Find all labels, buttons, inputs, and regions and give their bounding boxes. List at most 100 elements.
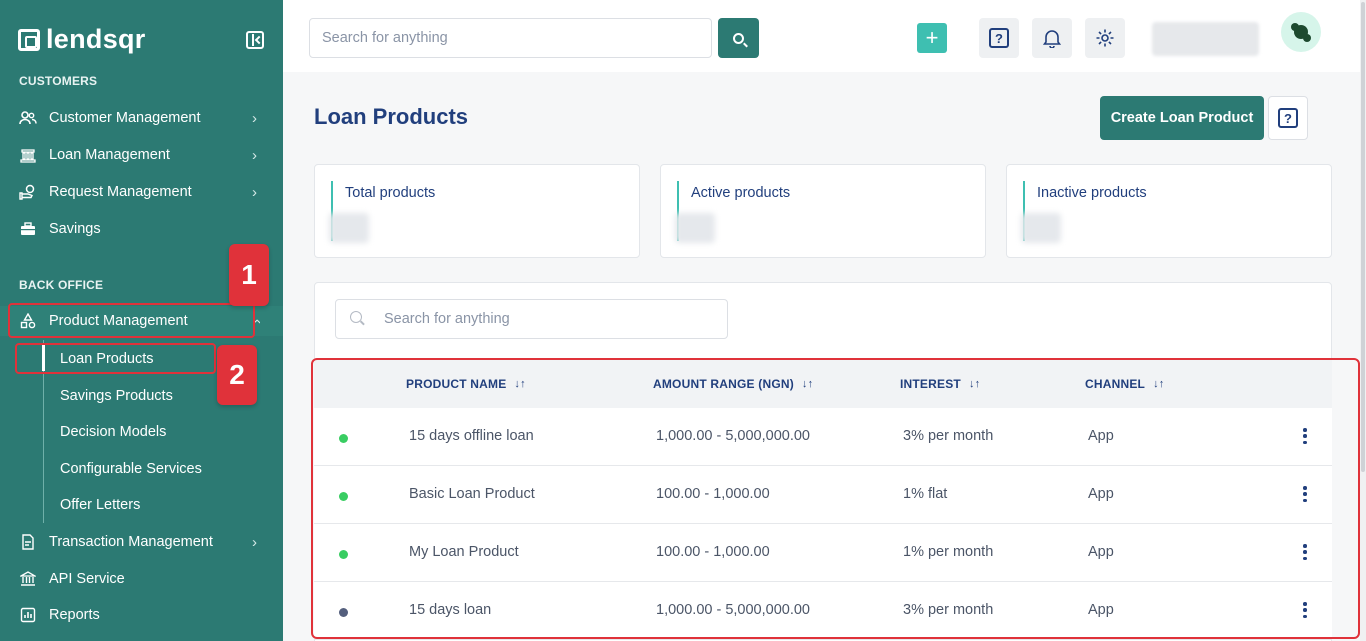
more-options-icon[interactable] bbox=[1300, 426, 1310, 446]
column-label: PRODUCT NAME bbox=[406, 377, 507, 391]
table-row[interactable]: 15 days offline loan 1,000.00 - 5,000,00… bbox=[314, 408, 1332, 466]
status-dot bbox=[339, 434, 348, 443]
chevron-right-icon: › bbox=[252, 109, 257, 127]
column-header-interest[interactable]: INTEREST ↓↑ bbox=[900, 377, 980, 391]
cell-amount-range: 1,000.00 - 5,000,000.00 bbox=[656, 428, 810, 444]
section-label-customers: CUSTOMERS bbox=[19, 74, 98, 88]
scrollbar-thumb[interactable] bbox=[1361, 2, 1365, 472]
table-row[interactable]: Basic Loan Product 100.00 - 1,000.00 1% … bbox=[314, 466, 1332, 524]
bank-building-icon bbox=[19, 570, 37, 588]
sidebar-subitem-offer-letters[interactable]: Offer Letters bbox=[60, 497, 141, 513]
notifications-button[interactable] bbox=[1032, 18, 1072, 58]
sort-icon[interactable]: ↓↑ bbox=[1153, 378, 1165, 390]
sidebar-item-reports[interactable]: Reports bbox=[0, 600, 283, 630]
more-options-icon[interactable] bbox=[1300, 484, 1310, 504]
gear-icon bbox=[1096, 29, 1114, 47]
sidebar-item-product-management[interactable]: Product Management › bbox=[0, 306, 283, 336]
sidebar-item-loan-management[interactable]: Loan Management › bbox=[0, 140, 283, 170]
chart-icon bbox=[19, 606, 37, 624]
help-icon: ? bbox=[1278, 108, 1298, 128]
annotation-badge-1: 1 bbox=[229, 244, 269, 306]
sidebar-item-label: API Service bbox=[49, 571, 125, 587]
sidebar-item-label: Transaction Management bbox=[49, 534, 213, 550]
avatar[interactable] bbox=[1281, 12, 1321, 52]
cell-amount-range: 100.00 - 1,000.00 bbox=[656, 544, 770, 560]
cell-interest: 1% flat bbox=[903, 486, 948, 502]
search-icon bbox=[733, 32, 744, 44]
sort-icon[interactable]: ↓↑ bbox=[968, 378, 981, 390]
sidebar-item-transaction-management[interactable]: Transaction Management › bbox=[0, 527, 283, 557]
stat-accent-bar bbox=[1023, 181, 1025, 241]
sort-icon[interactable]: ↓↑ bbox=[514, 378, 526, 390]
cell-channel: App bbox=[1088, 486, 1114, 502]
help-icon: ? bbox=[989, 28, 1009, 48]
bell-icon bbox=[1043, 30, 1061, 48]
sort-icon[interactable]: ↓↑ bbox=[801, 378, 814, 390]
cell-interest: 3% per month bbox=[903, 602, 994, 618]
column-header-product-name[interactable]: PRODUCT NAME ↓↑ bbox=[406, 377, 526, 391]
annotation-box-loan-products bbox=[15, 343, 216, 374]
sidebar-subitem-loan-products[interactable]: Loan Products bbox=[60, 351, 154, 367]
table-header: PRODUCT NAME ↓↑ AMOUNT RANGE (NGN) ↓↑ INTE… bbox=[314, 360, 1332, 408]
page-help-button[interactable]: ? bbox=[1268, 96, 1308, 140]
column-header-channel[interactable]: CHANNEL ↓↑ bbox=[1085, 377, 1164, 391]
stat-accent-bar bbox=[331, 181, 333, 241]
more-options-icon[interactable] bbox=[1300, 542, 1310, 562]
column-header-amount-range[interactable]: AMOUNT RANGE (NGN) ↓↑ bbox=[653, 377, 813, 391]
stat-label: Total products bbox=[345, 185, 436, 201]
table-row[interactable]: My Loan Product 100.00 - 1,000.00 1% per… bbox=[314, 524, 1332, 582]
column-label: INTEREST bbox=[900, 377, 961, 391]
cell-amount-range: 100.00 - 1,000.00 bbox=[656, 486, 770, 502]
user-name-blurred[interactable] bbox=[1152, 22, 1259, 56]
sidebar-item-customer-management[interactable]: Customer Management › bbox=[0, 103, 283, 133]
global-search-input[interactable] bbox=[309, 18, 712, 58]
sidebar-subitem-configurable-services[interactable]: Configurable Services bbox=[60, 461, 202, 477]
create-loan-product-button[interactable]: Create Loan Product bbox=[1100, 96, 1264, 140]
stat-card-active-products: Active products bbox=[660, 164, 986, 258]
table-search[interactable] bbox=[335, 299, 728, 339]
annotation-box-products-table bbox=[311, 358, 1360, 639]
more-options-icon[interactable] bbox=[1300, 600, 1310, 620]
brand-logo[interactable]: lendsqr bbox=[18, 24, 146, 55]
sidebar-item-savings[interactable]: Savings bbox=[0, 214, 283, 244]
table-search-input[interactable] bbox=[384, 300, 714, 338]
bank-icon bbox=[19, 146, 37, 164]
sidebar-item-label: Reports bbox=[49, 607, 100, 623]
stat-value-blurred bbox=[329, 213, 369, 243]
cell-product-name: My Loan Product bbox=[409, 544, 519, 560]
top-bar: + ? bbox=[283, 0, 1366, 72]
column-label: AMOUNT RANGE (NGN) bbox=[653, 377, 794, 391]
cell-interest: 1% per month bbox=[903, 544, 994, 560]
annotation-box-product-management bbox=[8, 303, 255, 338]
shapes-icon bbox=[19, 312, 37, 330]
status-dot bbox=[339, 492, 348, 501]
sidebar-item-api-service[interactable]: API Service bbox=[0, 564, 283, 594]
search-icon bbox=[350, 311, 362, 323]
chevron-right-icon: › bbox=[252, 146, 257, 164]
page-title: Loan Products bbox=[314, 104, 469, 129]
stat-card-total-products: Total products bbox=[314, 164, 640, 258]
cell-channel: App bbox=[1088, 544, 1114, 560]
cell-product-name: 15 days loan bbox=[409, 602, 492, 618]
brand-name: lendsqr bbox=[46, 24, 146, 54]
hand-money-icon bbox=[19, 183, 37, 201]
section-label-back-office: BACK OFFICE bbox=[19, 278, 104, 292]
submenu-line bbox=[43, 340, 44, 523]
table-row[interactable]: 15 days loan 1,000.00 - 5,000,000.00 3% … bbox=[314, 582, 1332, 640]
settings-button[interactable] bbox=[1085, 18, 1125, 58]
add-button[interactable]: + bbox=[917, 23, 947, 53]
cell-product-name: Basic Loan Product bbox=[409, 486, 535, 502]
stat-value-blurred bbox=[1021, 213, 1061, 243]
stat-card-inactive-products: Inactive products bbox=[1006, 164, 1332, 258]
sidebar-subitem-savings-products[interactable]: Savings Products bbox=[60, 388, 173, 404]
plus-icon: + bbox=[925, 25, 939, 50]
collapse-sidebar-icon[interactable] bbox=[246, 31, 264, 49]
sidebar-subitem-decision-models[interactable]: Decision Models bbox=[60, 424, 167, 440]
sidebar: lendsqr CUSTOMERS Customer Management › … bbox=[0, 0, 283, 641]
briefcase-icon bbox=[19, 220, 37, 238]
cell-product-name: 15 days offline loan bbox=[409, 428, 534, 444]
sidebar-item-request-management[interactable]: Request Management › bbox=[0, 177, 283, 207]
chevron-right-icon: › bbox=[252, 183, 257, 201]
search-button[interactable] bbox=[718, 18, 759, 58]
help-button[interactable]: ? bbox=[979, 18, 1019, 58]
